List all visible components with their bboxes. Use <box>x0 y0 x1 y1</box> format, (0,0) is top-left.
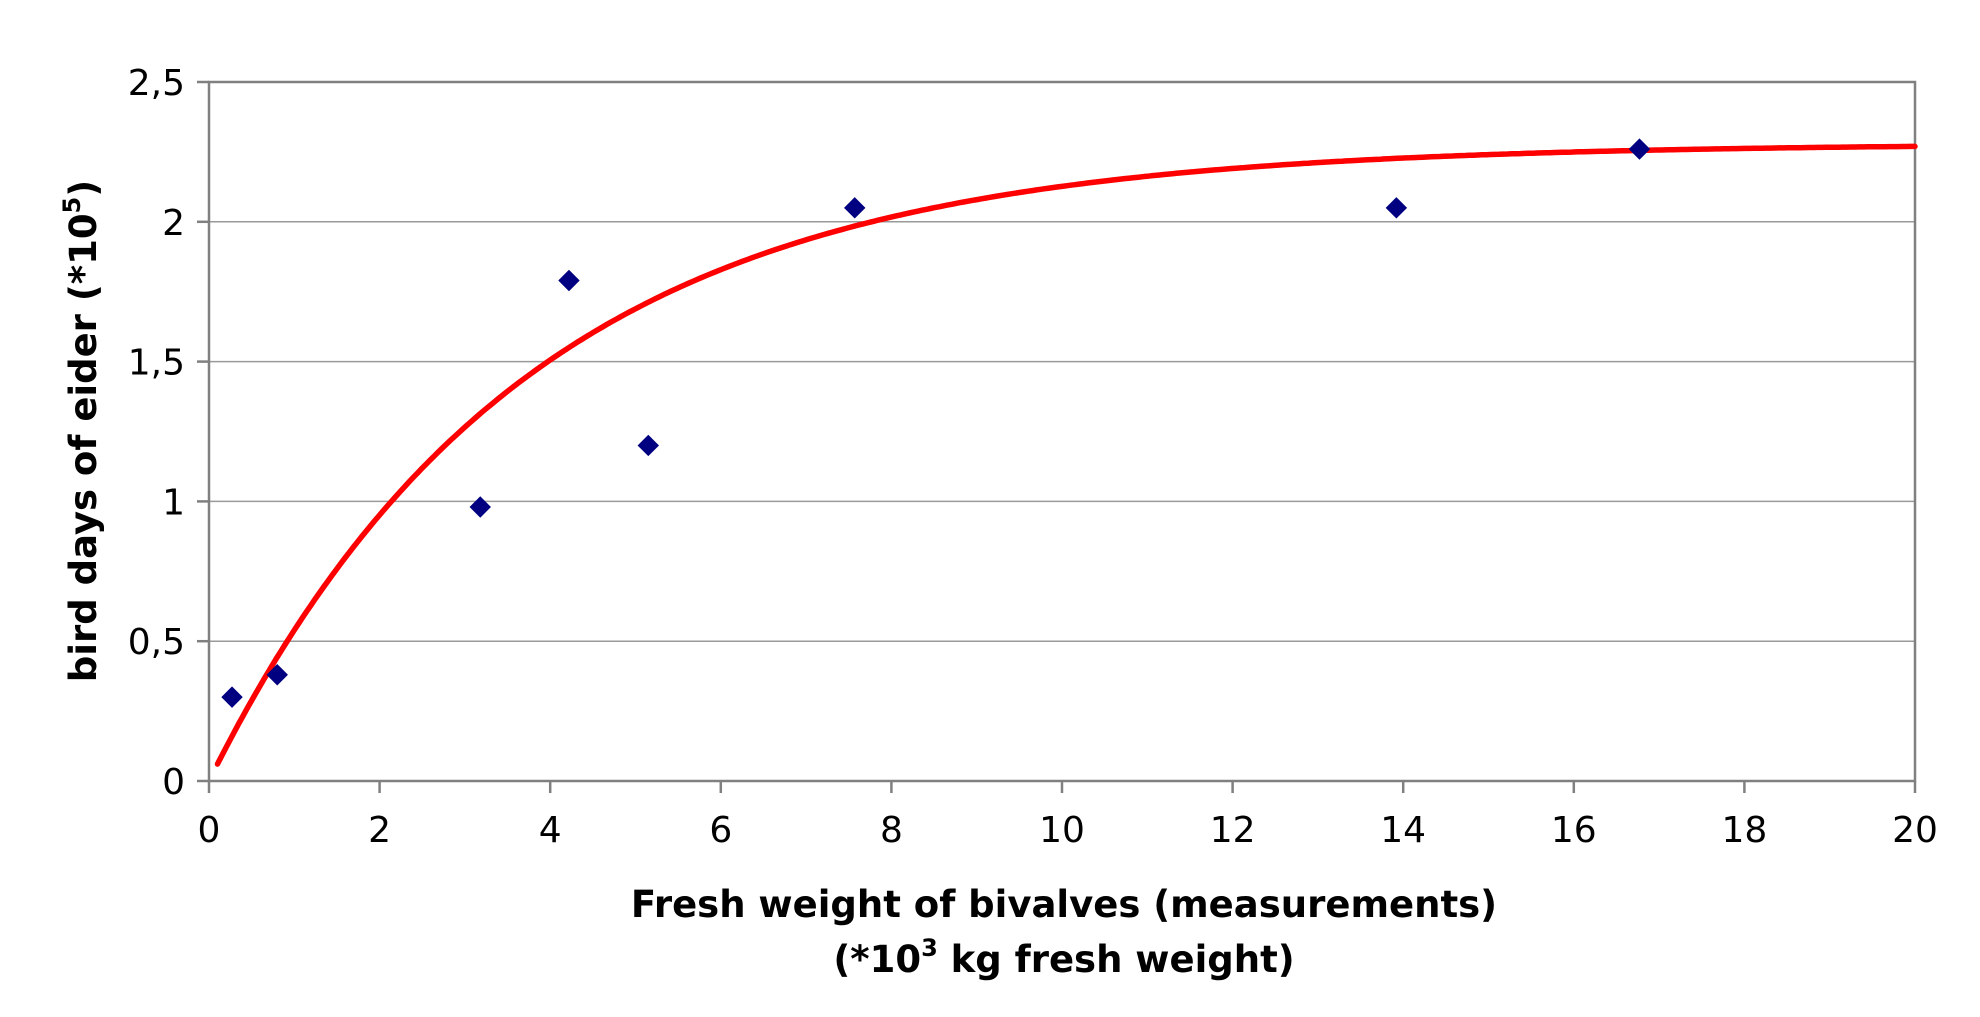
data-points-layer <box>221 138 1651 708</box>
x-axis-title-line1: Fresh weight of bivalves (measurements) <box>631 883 1497 926</box>
y-tick-label: 2 <box>162 203 185 244</box>
x-tick-label: 16 <box>1551 810 1597 851</box>
x-axis-title-line2-post: kg fresh weight) <box>938 938 1295 981</box>
gridlines <box>209 221 1915 642</box>
y-tick-label: 0 <box>162 762 185 803</box>
data-point <box>844 197 866 219</box>
axes <box>197 80 1917 793</box>
y-tick-labels: 0 0,5 1 1,5 2 2,5 <box>128 63 185 803</box>
data-point <box>1628 138 1651 160</box>
data-point <box>637 434 660 457</box>
fit-curve-layer <box>214 143 1918 767</box>
data-point <box>266 664 288 686</box>
data-point <box>221 686 243 708</box>
y-axis-title: bird days of eider (*105) <box>58 180 105 682</box>
y-axis-title-sup: 5 <box>58 197 86 214</box>
y-tick-label: 1,5 <box>128 343 185 384</box>
x-axis-title-line2: (*103 kg fresh weight) <box>833 934 1294 981</box>
x-tick-label: 18 <box>1721 810 1767 851</box>
x-tick-label: 4 <box>539 810 562 851</box>
x-tick-label: 0 <box>198 810 221 851</box>
x-tick-label: 12 <box>1210 810 1256 851</box>
y-axis-title-pre: bird days of eider (*10 <box>62 213 105 682</box>
data-point <box>1385 197 1408 219</box>
y-tick-label: 0,5 <box>128 622 185 663</box>
y-tick-label: 1 <box>162 482 185 523</box>
data-point <box>469 496 491 518</box>
x-axis-title-line2-sup: 3 <box>921 934 938 962</box>
x-tick-label: 6 <box>709 810 732 851</box>
x-tick-label: 2 <box>368 810 391 851</box>
x-tick-label: 10 <box>1039 810 1085 851</box>
x-tick-label: 20 <box>1892 810 1938 851</box>
fit-curve <box>214 143 1918 767</box>
y-tick-label: 2,5 <box>128 63 185 104</box>
x-tick-label: 8 <box>880 810 903 851</box>
x-tick-label: 14 <box>1380 810 1426 851</box>
x-axis-title-line2-pre: (*10 <box>833 938 921 981</box>
x-tick-labels: 0 2 4 6 8 10 12 14 16 18 20 <box>198 810 1938 851</box>
data-point <box>558 269 580 292</box>
y-axis-title-post: ) <box>62 180 105 197</box>
